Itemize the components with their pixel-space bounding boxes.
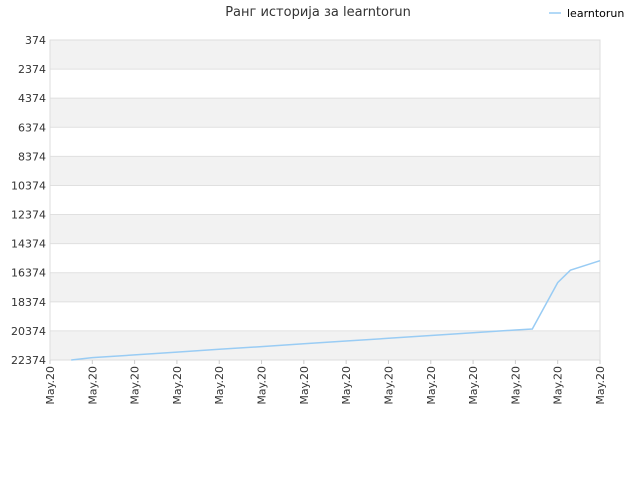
x-tick-label: May.20 <box>171 366 184 405</box>
y-tick-label: 18374 <box>11 296 46 309</box>
x-tick-label: May.20 <box>213 366 226 405</box>
y-tick-label: 20374 <box>11 325 46 338</box>
grid-band <box>50 214 600 244</box>
grid-band <box>50 69 600 99</box>
x-tick-label: May.20 <box>129 366 142 405</box>
y-tick-label: 10374 <box>11 179 46 192</box>
legend-label: learntorun <box>567 7 624 20</box>
y-tick-label: 374 <box>25 34 46 47</box>
grid-band <box>50 127 600 157</box>
x-tick-label: May.20 <box>340 366 353 405</box>
grid-band <box>50 185 600 215</box>
series-line-learntorun <box>71 259 601 361</box>
x-tick-label: May.20 <box>256 366 269 405</box>
x-tick-label: May.20 <box>298 366 311 405</box>
chart-title: Ранг историја за learntorun <box>225 5 411 20</box>
plot-frame <box>49 39 601 361</box>
x-tick-label: May.20 <box>509 366 522 405</box>
x-tick-label: May.20 <box>86 366 99 405</box>
grid-band <box>50 272 600 302</box>
x-tick-label: May.20 <box>382 366 395 405</box>
x-axis-ticks: May.20 May.20 May.20 May.20 May.20 May.20 May.… <box>44 360 607 405</box>
y-tick-label: 12374 <box>11 209 46 222</box>
x-tick-label: May.20 <box>467 366 480 405</box>
x-tick-label: May.20 <box>552 366 565 405</box>
grid-band <box>50 40 600 70</box>
series-layer <box>71 259 601 361</box>
y-tick-label: 14374 <box>11 238 46 251</box>
y-tick-label: 4374 <box>18 92 46 105</box>
y-tick-label: 2374 <box>18 63 46 76</box>
legend[interactable]: learntorun <box>549 7 624 20</box>
x-tick-label: May.20 <box>44 366 57 405</box>
x-tick-label: May.20 <box>594 366 607 405</box>
y-tick-label: 8374 <box>18 150 46 163</box>
grid-band <box>50 301 600 331</box>
x-tick-label: May.20 <box>425 366 438 405</box>
plot-bands <box>49 39 601 361</box>
grid-band <box>50 243 600 273</box>
grid-band <box>50 156 600 186</box>
y-tick-label: 6374 <box>18 121 46 134</box>
grid-band <box>50 98 600 128</box>
y-axis-ticks: 374 2374 4374 6374 8374 10374 12374 14374 16374 1… <box>11 34 46 367</box>
y-tick-label: 16374 <box>11 267 46 280</box>
y-tick-label: 22374 <box>11 354 46 367</box>
